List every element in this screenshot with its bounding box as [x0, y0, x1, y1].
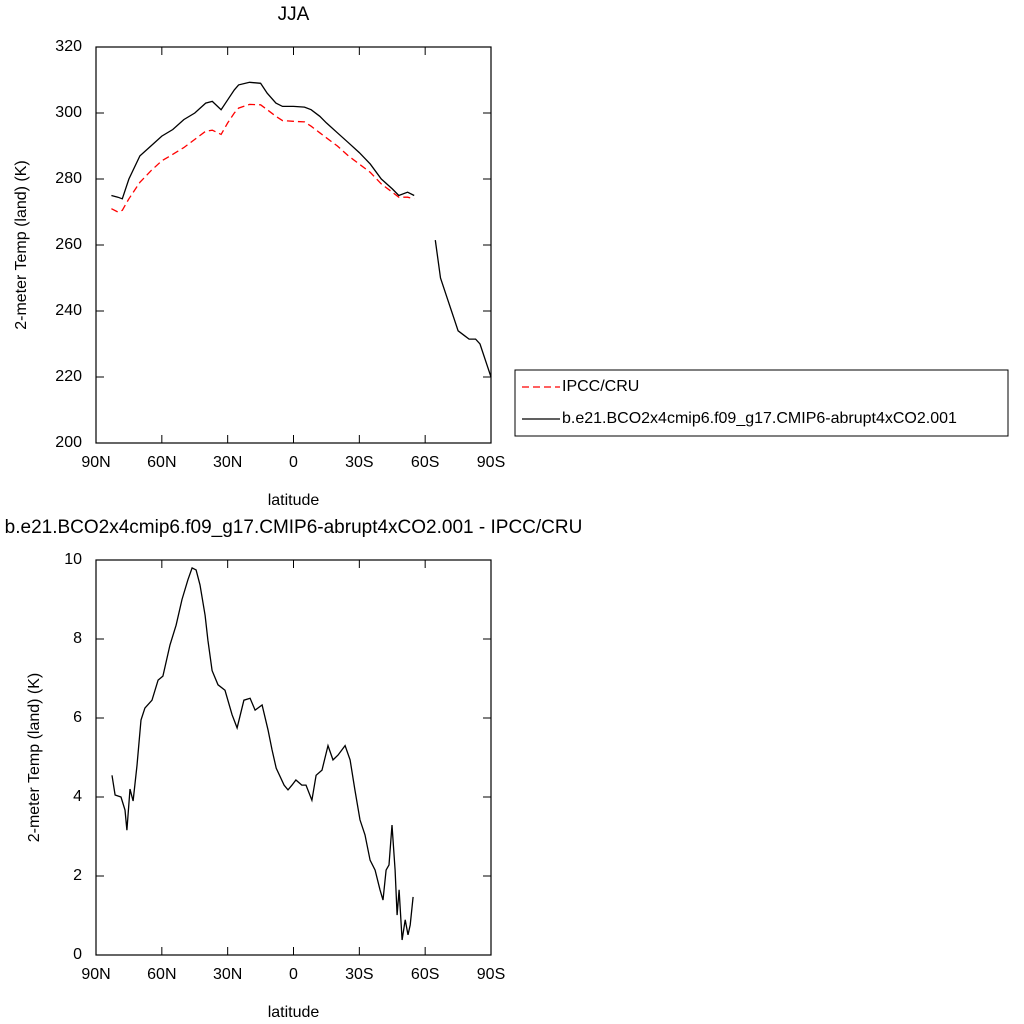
- x-tick-label: 90N: [81, 454, 110, 471]
- x-tick-label: 0: [289, 454, 298, 471]
- x-tick-label: 90S: [477, 966, 505, 983]
- y-tick-label: 10: [64, 551, 82, 568]
- y-tick-label: 220: [55, 368, 82, 385]
- y-tick-label: 2: [73, 867, 82, 884]
- plot-frame: [95, 559, 492, 956]
- legend: IPCC/CRU b.e21.BCO2x4cmip6.f09_g17.CMIP6-…: [514, 369, 1009, 437]
- y-tick-label: 320: [55, 38, 82, 55]
- x-tick-label: 30N: [213, 454, 242, 471]
- y-tick-label: 4: [73, 788, 82, 805]
- y-tick-label: 260: [55, 236, 82, 253]
- y-axis-title: 2-meter Temp (land) (K): [26, 673, 43, 843]
- data-line: [111, 103, 415, 213]
- x-tick-label: 60N: [147, 966, 176, 983]
- y-tick-label: 280: [55, 170, 82, 187]
- x-tick-label: 30S: [345, 454, 373, 471]
- x-axis-title: latitude: [268, 1004, 320, 1021]
- x-tick-label: 30S: [345, 966, 373, 983]
- data-line: [111, 566, 414, 941]
- y-tick-label: 6: [73, 709, 82, 726]
- x-axis-title: latitude: [268, 492, 320, 509]
- y-tick-label: 8: [73, 630, 82, 647]
- y-tick-label: 200: [55, 434, 82, 451]
- x-tick-label: 90N: [81, 966, 110, 983]
- chart-title: JJA: [278, 4, 310, 25]
- x-tick-label: 90S: [477, 454, 505, 471]
- data-line: [111, 81, 492, 378]
- x-tick-label: 60N: [147, 454, 176, 471]
- y-axis-title: 2-meter Temp (land) (K): [13, 160, 30, 330]
- x-tick-label: 0: [289, 966, 298, 983]
- y-tick-label: 0: [73, 946, 82, 963]
- legend-box: [514, 369, 1009, 437]
- legend-label: IPCC/CRU: [562, 378, 639, 395]
- x-tick-label: 60S: [411, 966, 439, 983]
- y-tick-label: 300: [55, 104, 82, 121]
- chart-title: b.e21.BCO2x4cmip6.f09_g17.CMIP6-abrupt4x…: [5, 517, 583, 538]
- y-tick-label: 240: [55, 302, 82, 319]
- legend-label: b.e21.BCO2x4cmip6.f09_g17.CMIP6-abrupt4x…: [562, 410, 957, 427]
- x-tick-label: 60S: [411, 454, 439, 471]
- x-tick-label: 30N: [213, 966, 242, 983]
